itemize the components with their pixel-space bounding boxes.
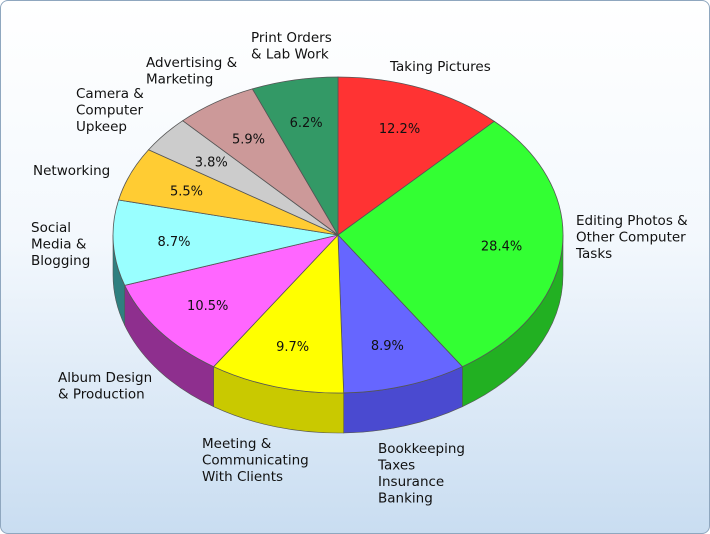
slice-percent-label: 10.5% — [187, 299, 228, 314]
slice-percent-label: 5.5% — [170, 184, 203, 199]
pie-top-layer — [112, 76, 564, 394]
slice-category-label: Print Orders & Lab Work — [251, 30, 332, 63]
slice-category-label: Editing Photos & Other Computer Tasks — [575, 213, 688, 262]
pie-slice — [124, 234, 340, 368]
slice-percent-label: 5.9% — [232, 132, 265, 147]
pie-slice — [212, 234, 345, 394]
slice-percent-label: 3.8% — [195, 156, 228, 171]
slice-percent-label: 9.7% — [276, 340, 309, 355]
slice-category-label: Social Media & Blogging — [31, 220, 90, 269]
pie-slice — [337, 76, 496, 236]
slice-category-label: Bookkeeping Taxes Insurance Banking — [377, 441, 465, 507]
pie-slice — [112, 199, 339, 286]
percent-labels: 12.2% 28.4% 8.9% 9.7% 10.5% 8.7% 5.5% 3.8% 5.9% 6… — [157, 116, 522, 355]
slice-percent-label: 8.7% — [157, 235, 190, 250]
slice-category-label: Album Design & Production — [58, 370, 152, 403]
slice-category-label: Camera & Computer Upkeep — [76, 86, 144, 135]
slice-percent-label: 28.4% — [481, 240, 522, 255]
slice-percent-label: 6.2% — [290, 116, 323, 131]
pie-slice — [251, 76, 339, 237]
category-labels: Taking Pictures Editing Photos & Other Com… — [31, 30, 688, 507]
pie-slice — [337, 120, 564, 368]
slice-percent-label: 12.2% — [379, 122, 420, 137]
slice-category-label: Taking Pictures — [389, 59, 491, 75]
slice-category-label: Networking — [33, 163, 110, 179]
slice-category-label: Meeting & Communicating With Clients — [202, 436, 309, 485]
slice-percent-label: 8.9% — [371, 339, 404, 354]
pie-slice — [337, 233, 464, 394]
slice-category-label: Advertising & Marketing — [146, 55, 238, 88]
